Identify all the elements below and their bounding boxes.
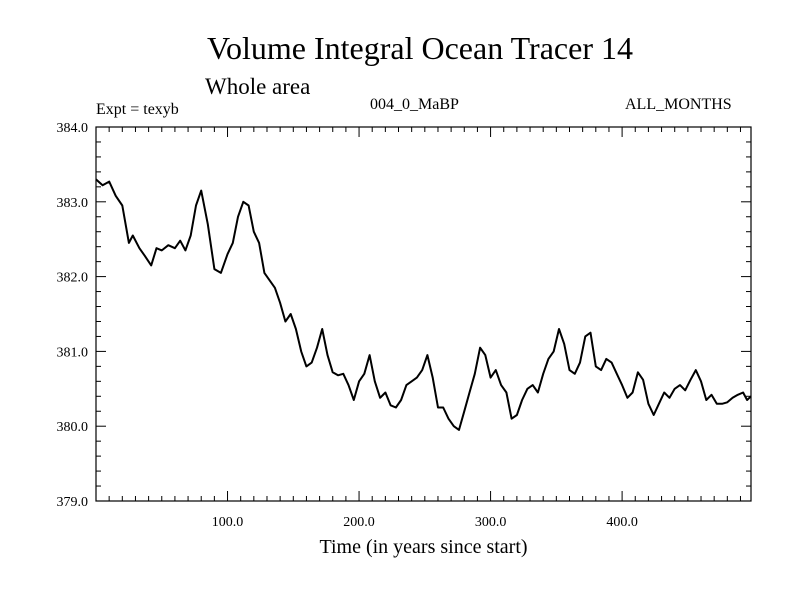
y-tick-label: 379.0 <box>57 495 89 510</box>
y-tick-label: 381.0 <box>57 345 89 360</box>
x-tick-label: 100.0 <box>212 515 244 530</box>
plot-frame <box>95 126 752 502</box>
experiment-label: Expt = texyb <box>96 101 179 118</box>
y-tick-label: 384.0 <box>57 121 89 136</box>
months-label: ALL_MONTHS <box>625 96 732 113</box>
axis-tick-labels: 100.0 200.0 300.0 400.0 379.0 380.0 381.0 382.0… <box>57 121 638 530</box>
y-tick-label: 380.0 <box>57 420 89 435</box>
x-tick-label: 300.0 <box>475 515 507 530</box>
y-tick-label: 383.0 <box>57 196 89 211</box>
axis-ticks <box>96 127 751 501</box>
x-tick-label: 400.0 <box>606 515 638 530</box>
x-axis-label: Time (in years since start) <box>319 536 528 558</box>
period-label: 004_0_MaBP <box>370 96 459 113</box>
y-tick-label: 382.0 <box>57 271 89 286</box>
chart-subtitle: Whole area <box>205 74 311 99</box>
x-tick-label: 200.0 <box>343 515 375 530</box>
chart-title: Volume Integral Ocean Tracer 14 <box>207 30 633 66</box>
series-line <box>95 178 752 431</box>
